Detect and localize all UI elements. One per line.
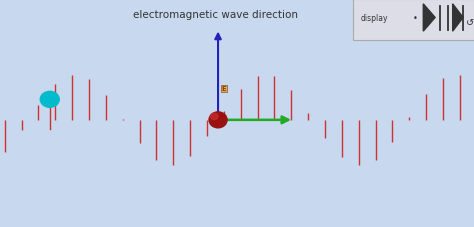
- Ellipse shape: [40, 92, 59, 108]
- Ellipse shape: [209, 112, 227, 128]
- Text: electromagnetic wave direction: electromagnetic wave direction: [133, 10, 298, 20]
- Text: E: E: [222, 86, 227, 92]
- Ellipse shape: [210, 114, 218, 120]
- Polygon shape: [453, 5, 463, 32]
- Text: display: display: [360, 14, 388, 23]
- Polygon shape: [423, 5, 435, 32]
- Text: •: •: [412, 14, 417, 23]
- FancyBboxPatch shape: [353, 0, 474, 41]
- Text: ↺: ↺: [466, 17, 474, 27]
